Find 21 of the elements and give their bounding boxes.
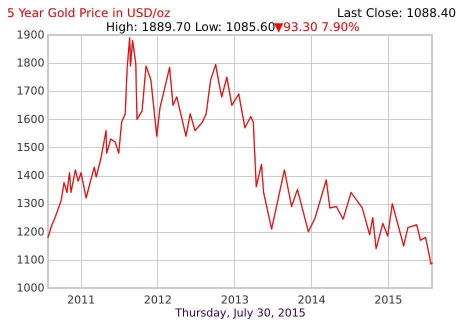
y-tick-label: 1600: [16, 112, 44, 126]
y-tick-label: 1900: [16, 28, 44, 42]
text: Last Close: 1088.40: [337, 6, 456, 20]
y-tick-label: 1500: [16, 140, 44, 154]
y-tick-label: 1300: [16, 197, 44, 210]
x-tick-label: 2012: [144, 294, 172, 306]
x-axis-title: Thursday, July 30, 2015: [174, 306, 306, 320]
line-series: [47, 37, 433, 265]
text: High: 1889.70 Low: 1085.60: [106, 20, 276, 34]
chart-title: 5 Year Gold Price in USD/oz: [7, 6, 170, 20]
x-tick-label: 2013: [220, 294, 249, 306]
text: ▼93.30 7.90%: [274, 20, 360, 34]
y-tick-label: 1800: [16, 56, 44, 70]
y-tick-label: 1700: [16, 84, 44, 98]
x-tick-label: 2014: [298, 294, 326, 306]
y-tick-label: 1000: [16, 282, 44, 294]
x-tick-label: 2015: [374, 294, 402, 306]
x-tick-label: 2011: [67, 294, 96, 306]
y-tick-label: 1100: [16, 253, 44, 266]
y-tick-label: 1200: [16, 225, 44, 238]
y-tick-label: 1400: [16, 169, 44, 182]
